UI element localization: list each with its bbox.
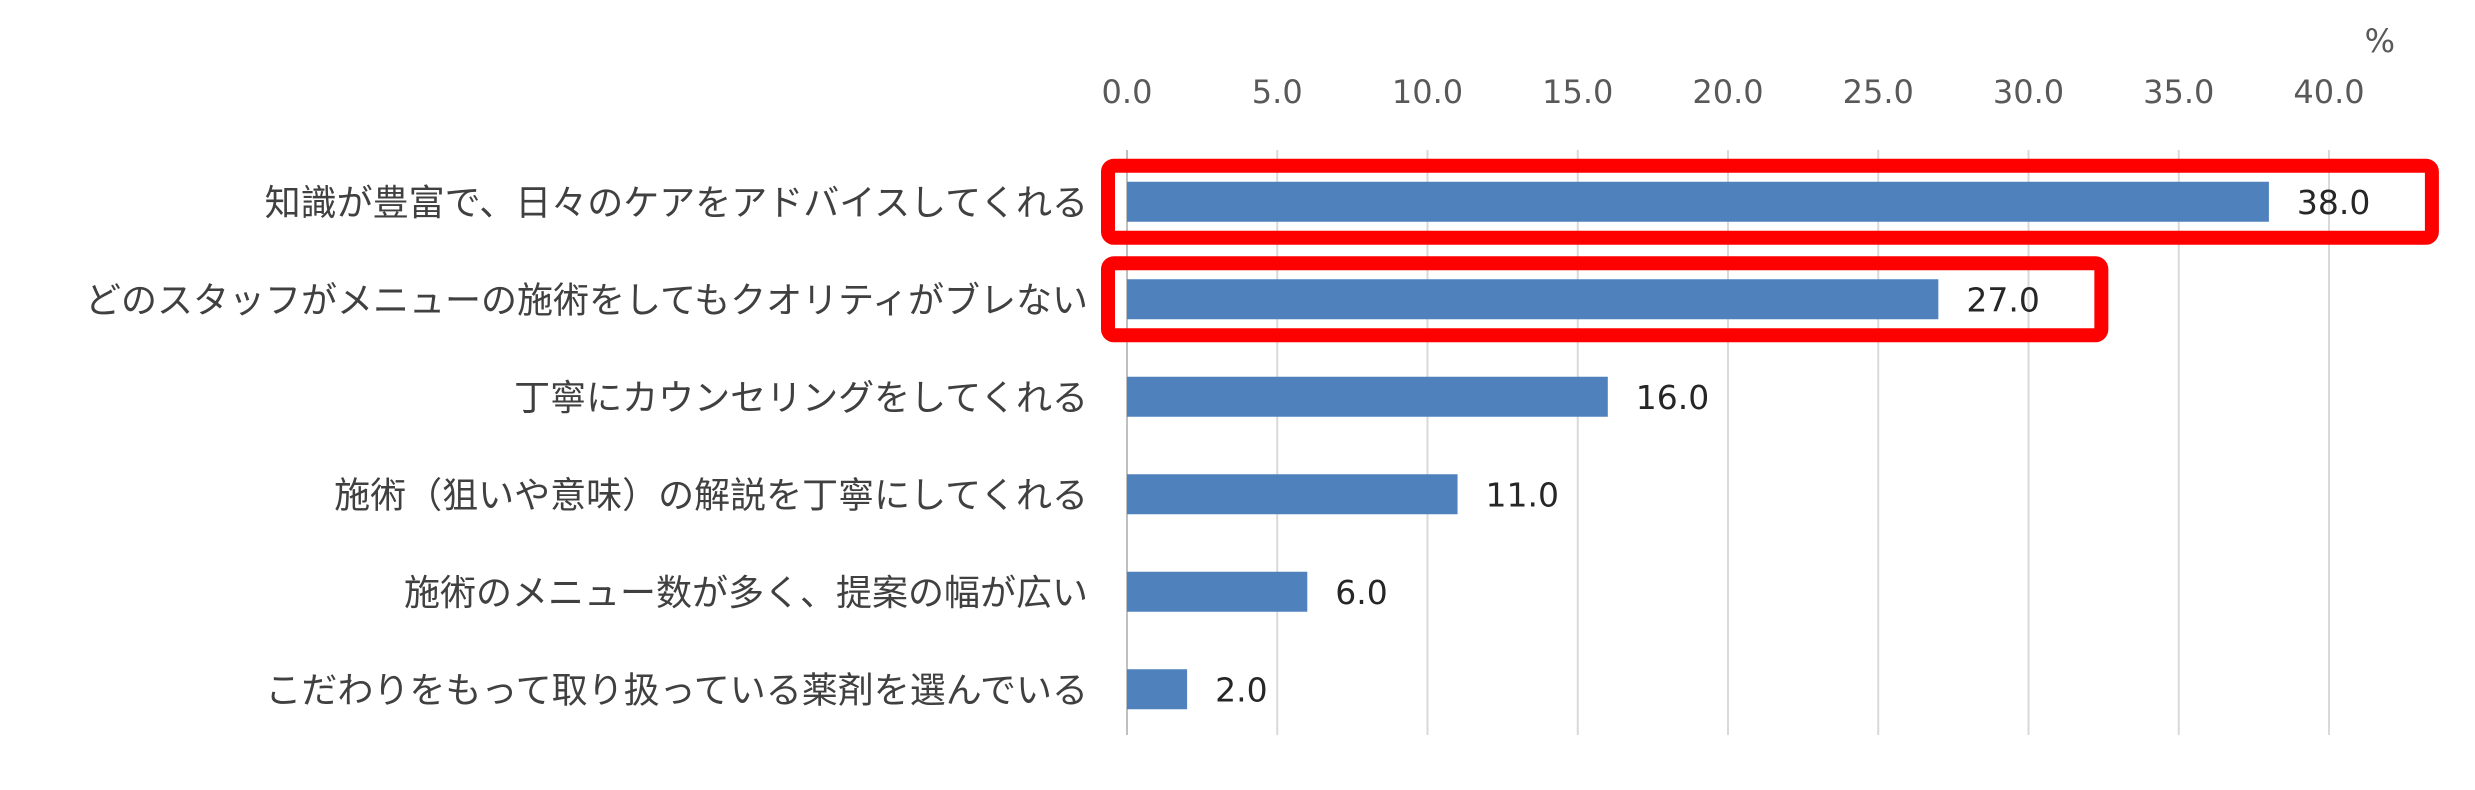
data-label: 27.0	[1966, 280, 2039, 319]
category-label: 丁寧にカウンセリングをしてくれる	[514, 378, 1088, 419]
category-label: どのスタッフがメニューの施術をしてもクオリティがブレない	[85, 280, 1088, 321]
x-tick-label: 20.0	[1692, 73, 1763, 111]
x-tick-label: 35.0	[2143, 73, 2214, 111]
category-label: 施術のメニュー数が多く、提案の幅が広い	[404, 573, 1088, 614]
highlight-box	[1101, 158, 2439, 245]
x-tick-label: 30.0	[1993, 73, 2064, 111]
bar	[1127, 376, 1608, 417]
data-labels: 38.0 27.0 16.0 11.0 6.0 2.0	[1215, 183, 2370, 710]
category-label: こだわりをもって取り扱っている薬剤を選んでいる	[265, 670, 1088, 711]
x-tick-label: 40.0	[2293, 73, 2364, 111]
highlight-boxes	[1101, 158, 2439, 343]
x-tick-label: 25.0	[1843, 73, 1914, 111]
category-label: 施術（狙いや意味）の解説を丁寧にしてくれる	[334, 475, 1088, 516]
bar	[1127, 279, 1939, 320]
bars	[1127, 181, 2269, 710]
unit-label: %	[2365, 22, 2395, 60]
gridlines	[1276, 150, 2330, 735]
x-tick-labels: 0.0 5.0 10.0 15.0 20.0 25.0 30.0 35.0 40.0	[1102, 73, 2365, 111]
bar	[1127, 474, 1458, 515]
data-label: 16.0	[1636, 378, 1709, 417]
category-label: 知識が豊富で、日々のケアをアドバイスしてくれる	[265, 183, 1088, 224]
x-tick-label: 0.0	[1102, 73, 1153, 111]
data-label: 11.0	[1486, 475, 1559, 514]
x-tick-label: 10.0	[1392, 73, 1463, 111]
bar	[1127, 571, 1308, 612]
x-tick-label: 15.0	[1542, 73, 1613, 111]
bar	[1127, 669, 1188, 710]
highlight-box	[1101, 256, 2109, 343]
x-tick-label: 5.0	[1252, 73, 1303, 111]
bar	[1127, 181, 2269, 222]
data-label: 6.0	[1335, 573, 1387, 612]
data-label: 38.0	[2297, 183, 2370, 222]
category-labels: 知識が豊富で、日々のケアをアドバイスしてくれるどのスタッフがメニューの施術をして…	[85, 183, 1088, 712]
data-label: 2.0	[1215, 670, 1267, 709]
